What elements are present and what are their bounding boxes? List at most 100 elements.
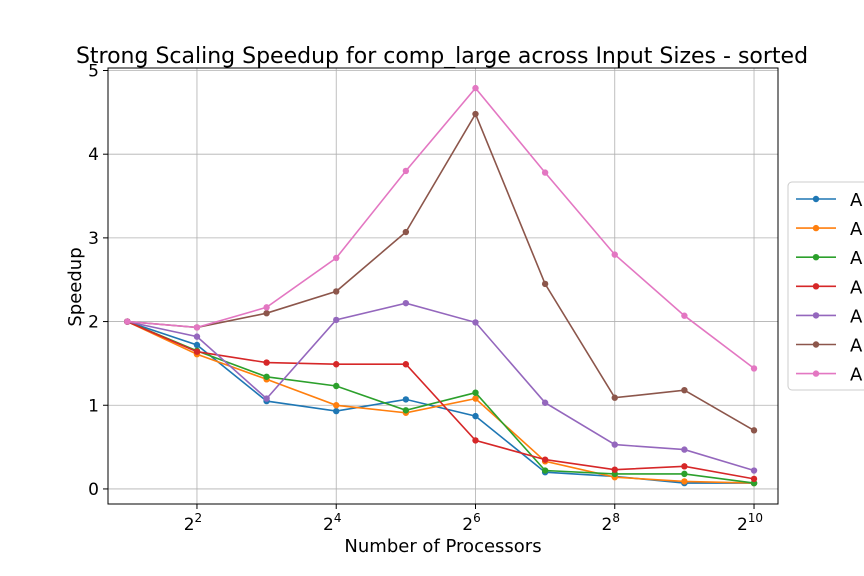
x-tick-exponent: 10 bbox=[748, 511, 763, 525]
data-point bbox=[681, 463, 688, 470]
data-point bbox=[402, 407, 410, 414]
legend-swatch-marker bbox=[812, 283, 820, 290]
series-5 bbox=[124, 299, 758, 474]
y-tick-label: 2 bbox=[88, 313, 99, 333]
data-point bbox=[541, 280, 549, 288]
y-axis-label: Speedup bbox=[65, 247, 86, 326]
y-tick-label: 3 bbox=[88, 229, 99, 249]
data-point bbox=[611, 466, 618, 473]
data-point bbox=[402, 396, 410, 403]
data-point bbox=[333, 254, 340, 262]
data-point bbox=[333, 316, 340, 324]
data-point bbox=[263, 395, 270, 402]
legend-label: A bbox=[850, 248, 863, 269]
data-point bbox=[472, 84, 479, 92]
data-point bbox=[472, 110, 479, 118]
series-line bbox=[127, 86, 755, 370]
data-point bbox=[541, 399, 549, 406]
data-point bbox=[193, 348, 201, 355]
data-point bbox=[472, 437, 479, 444]
x-axis-label: Number of Processors bbox=[344, 536, 541, 557]
data-point bbox=[263, 359, 270, 366]
x-tick-label: 28 bbox=[602, 511, 620, 535]
x-tick-base: 2 bbox=[323, 515, 334, 535]
data-point bbox=[263, 373, 270, 380]
data-point bbox=[333, 407, 340, 415]
y-tick-label: 5 bbox=[88, 62, 99, 82]
legend-label: A bbox=[850, 336, 863, 357]
legend-item: A bbox=[796, 365, 863, 386]
data-point bbox=[750, 427, 758, 434]
data-point bbox=[263, 309, 270, 317]
series-7 bbox=[124, 84, 758, 372]
x-tick-exponent: 2 bbox=[195, 511, 203, 525]
legend-label: A bbox=[850, 365, 863, 386]
series-line bbox=[126, 320, 755, 480]
data-point bbox=[333, 361, 340, 368]
x-tick-base: 2 bbox=[602, 515, 613, 535]
legend-swatch-marker bbox=[812, 370, 820, 377]
x-tick-exponent: 8 bbox=[612, 511, 620, 525]
grid bbox=[108, 68, 778, 504]
data-point bbox=[333, 288, 340, 295]
plot-frame bbox=[107, 67, 779, 505]
series-line bbox=[127, 302, 755, 472]
data-point bbox=[193, 324, 201, 331]
data-point bbox=[541, 456, 549, 463]
data-point bbox=[750, 475, 758, 483]
data-point bbox=[681, 446, 688, 453]
x-tick-exponent: 4 bbox=[334, 511, 342, 525]
data-point bbox=[611, 394, 618, 401]
data-point bbox=[472, 389, 479, 396]
y-tick-label: 0 bbox=[88, 480, 99, 500]
x-tick-label: 26 bbox=[462, 511, 480, 535]
x-tick-base: 2 bbox=[184, 515, 195, 535]
legend-swatch-marker bbox=[812, 254, 820, 261]
data-point bbox=[541, 467, 549, 474]
series-layer bbox=[124, 84, 758, 487]
legend-label: A bbox=[850, 190, 863, 211]
legend-item: A bbox=[796, 336, 863, 357]
series-line bbox=[127, 112, 755, 432]
data-point bbox=[681, 478, 688, 485]
legend-label: A bbox=[850, 277, 863, 298]
data-point bbox=[541, 169, 549, 176]
chart-title: Strong Scaling Speedup for comp_large ac… bbox=[76, 44, 808, 69]
legend-item: A bbox=[796, 277, 863, 298]
y-tick-label: 4 bbox=[88, 145, 99, 165]
series-4 bbox=[124, 318, 758, 483]
data-point bbox=[402, 299, 410, 307]
data-point bbox=[611, 441, 618, 448]
data-point bbox=[333, 402, 340, 409]
x-tick-exponent: 6 bbox=[473, 511, 481, 525]
data-point bbox=[750, 365, 758, 372]
legend-swatch-marker bbox=[812, 224, 820, 232]
legend-swatch-marker bbox=[812, 312, 820, 319]
data-point bbox=[124, 318, 131, 325]
data-point bbox=[333, 382, 340, 390]
data-point bbox=[193, 341, 201, 349]
legend-item: A bbox=[796, 219, 863, 240]
data-point bbox=[681, 470, 688, 478]
data-point bbox=[402, 228, 410, 236]
x-tick-label: 210 bbox=[737, 511, 763, 535]
legend-item: A bbox=[796, 306, 863, 327]
series-6 bbox=[124, 110, 758, 434]
data-point bbox=[472, 395, 479, 402]
legend-label: A bbox=[850, 306, 863, 327]
data-point bbox=[402, 361, 410, 368]
x-tick-label: 24 bbox=[323, 511, 341, 535]
legend-swatch-marker bbox=[812, 341, 820, 348]
data-point bbox=[472, 412, 479, 420]
data-point bbox=[611, 251, 618, 258]
legend-item: A bbox=[796, 190, 863, 211]
data-point bbox=[750, 467, 758, 474]
data-point bbox=[263, 304, 270, 311]
data-point bbox=[681, 386, 688, 394]
legend-item: A bbox=[796, 248, 863, 269]
data-point bbox=[472, 319, 479, 326]
data-point bbox=[193, 333, 201, 340]
data-point bbox=[402, 167, 410, 175]
